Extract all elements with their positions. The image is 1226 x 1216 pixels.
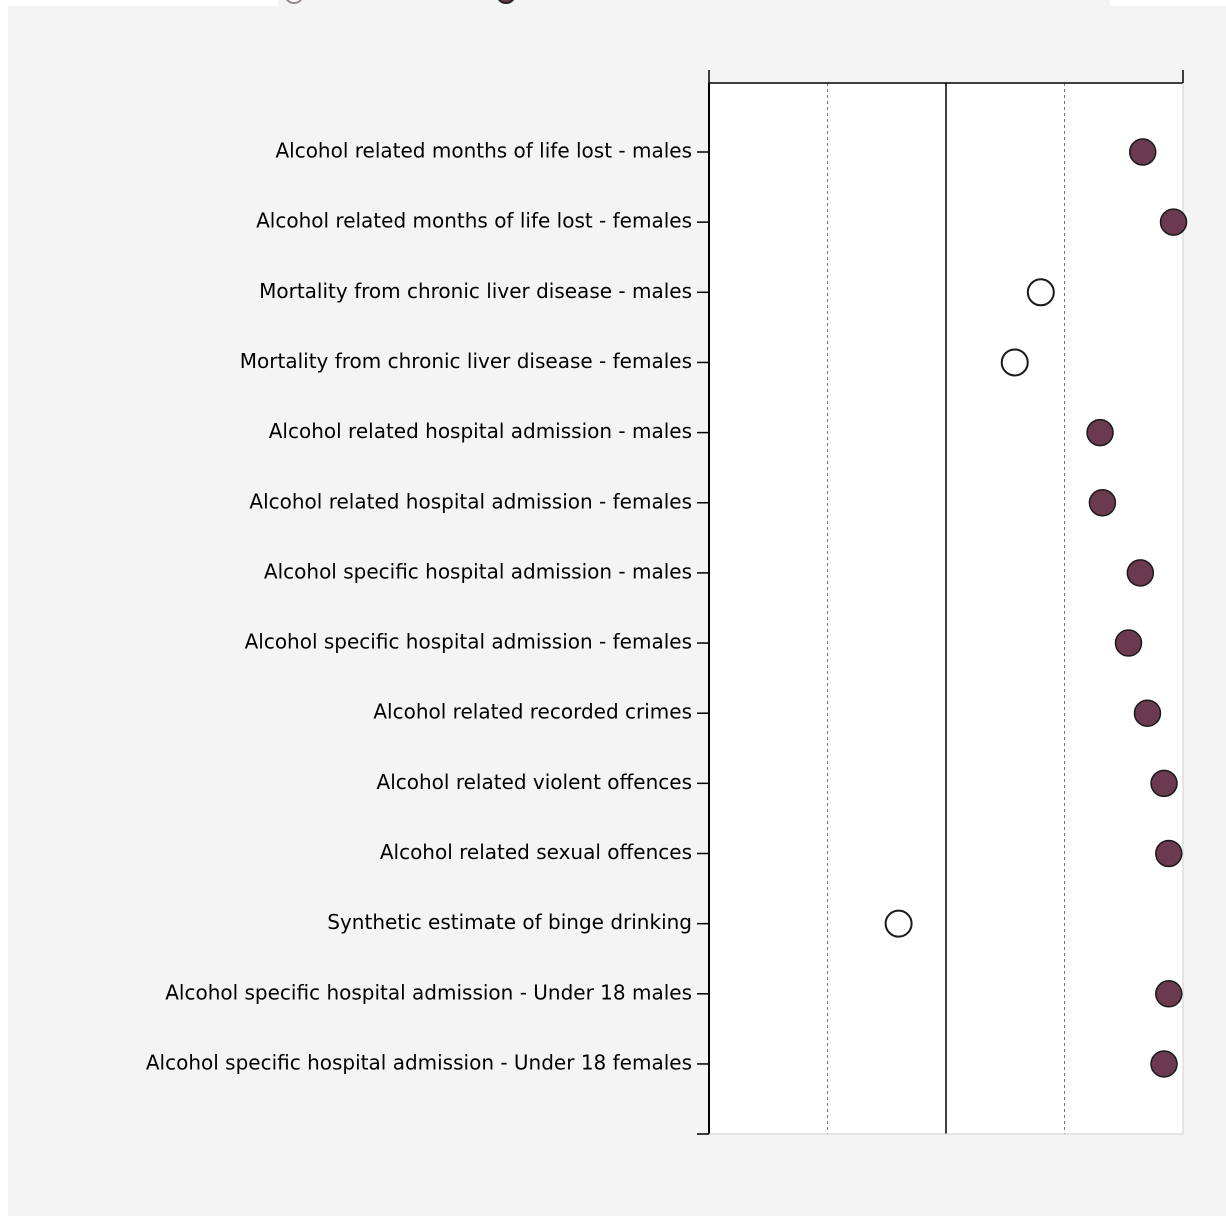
grid-lines	[827, 83, 1065, 1134]
data-point-2	[1159, 208, 1188, 236]
y-tick-labels: Alcohol related months of life lost - ma…	[146, 139, 692, 1075]
y-tick-label-3: Mortality from chronic liver disease - m…	[259, 279, 692, 303]
data-point-5	[1086, 418, 1114, 447]
y-tick-label-7: Alcohol specific hospital admission - ma…	[264, 559, 692, 583]
data-point-3	[1026, 278, 1055, 307]
y-tick-label-11: Alcohol related sexual offences	[380, 840, 692, 864]
data-point-9	[1133, 699, 1162, 727]
data-point-14	[1150, 1050, 1178, 1078]
data-point-12	[884, 909, 913, 938]
data-point-7	[1126, 559, 1155, 587]
data-point-4	[1000, 348, 1029, 377]
y-tick-label-4: Mortality from chronic liver disease - f…	[240, 349, 692, 373]
y-tick-label-2: Alcohol related months of life lost - fe…	[256, 209, 692, 233]
y-tick-label-8: Alcohol specific hospital admission - fe…	[245, 630, 692, 654]
data-point-1	[1128, 138, 1157, 166]
data-point-13	[1155, 980, 1183, 1008]
y-tick-label-13: Alcohol specific hospital admission - Un…	[165, 980, 692, 1004]
data-points	[884, 138, 1188, 1078]
y-tick-label-12: Synthetic estimate of binge drinking	[327, 910, 692, 934]
data-point-11	[1155, 839, 1183, 868]
legend-strip	[278, 0, 1110, 6]
data-point-6	[1088, 489, 1117, 517]
y-tick-label-14: Alcohol specific hospital admission - Un…	[146, 1050, 692, 1074]
y-tick-label-10: Alcohol related violent offences	[377, 770, 692, 794]
axes	[697, 70, 1184, 1135]
y-tick-label-9: Alcohol related recorded crimes	[373, 700, 692, 724]
data-point-10	[1150, 769, 1178, 798]
data-point-8	[1114, 629, 1143, 657]
y-tick-label-6: Alcohol related hospital admission - fem…	[249, 489, 692, 513]
y-tick-label-5: Alcohol related hospital admission - mal…	[269, 419, 692, 443]
y-tick-label-1: Alcohol related months of life lost - ma…	[275, 139, 692, 163]
